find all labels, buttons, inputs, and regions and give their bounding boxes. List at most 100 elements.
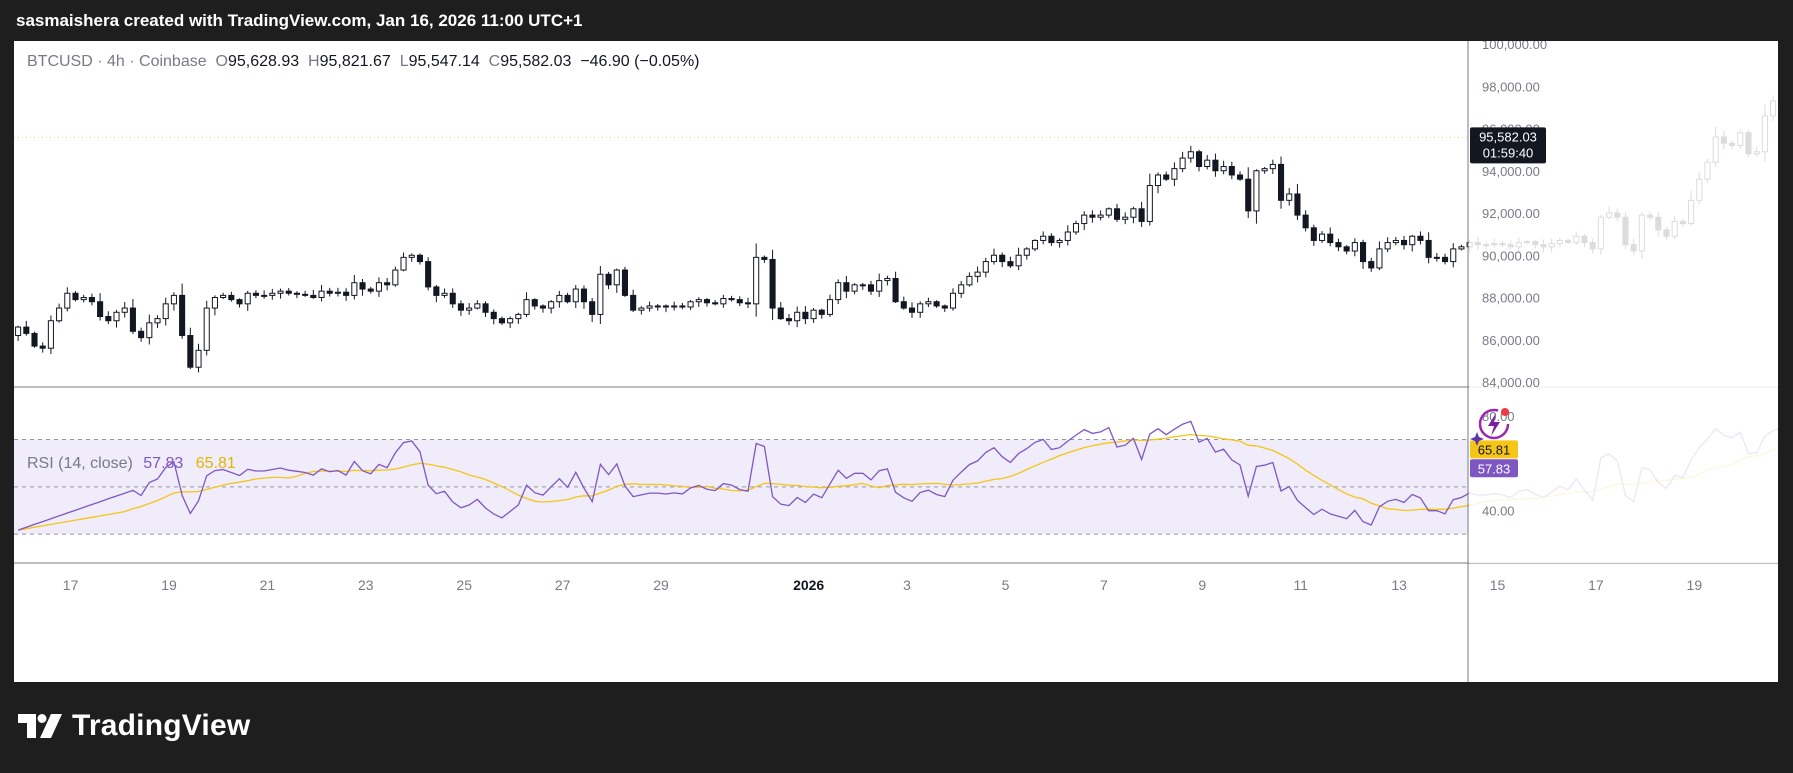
- candle: [113, 309, 120, 328]
- candle-body-up: [949, 292, 957, 309]
- candle-body-down: [539, 305, 546, 309]
- candle: [449, 288, 456, 308]
- candle-body-down: [1417, 235, 1424, 241]
- candle: [1433, 253, 1440, 262]
- candle: [933, 300, 940, 308]
- candle: [1072, 220, 1080, 235]
- candle-body-down: [482, 303, 489, 313]
- low-value: 95,547.14: [408, 53, 480, 70]
- candle: [679, 302, 686, 310]
- candle: [351, 274, 358, 300]
- candle-body-up: [597, 273, 604, 315]
- candle: [146, 314, 153, 345]
- candle-body-up: [1081, 214, 1088, 225]
- time-axis-tick: 2026: [793, 577, 824, 593]
- candle-body-down: [1113, 208, 1121, 220]
- candle: [1458, 244, 1465, 251]
- candle: [1310, 224, 1317, 246]
- candle-body-up: [884, 277, 891, 282]
- symbol-label[interactable]: BTCUSD · 4h · Coinbase: [27, 53, 207, 70]
- candle-body-down: [908, 307, 916, 313]
- close-label: C: [488, 53, 501, 70]
- candle: [851, 283, 858, 295]
- candle: [285, 288, 292, 296]
- candle: [712, 299, 719, 306]
- chart-frame[interactable]: 84,000.00 86,000.00 88,000.00 90,000.00 92,0…: [14, 41, 1778, 682]
- candle-body-up: [121, 307, 128, 313]
- candle-body-up: [1023, 248, 1030, 256]
- candle: [72, 291, 79, 302]
- candle-body-up: [851, 284, 858, 292]
- candle-body-down: [433, 286, 440, 296]
- candle-body-down: [785, 318, 793, 322]
- candle-body-down: [1368, 261, 1375, 269]
- candle-body-down: [744, 302, 752, 305]
- candle: [187, 327, 194, 370]
- candle: [56, 303, 63, 323]
- candle-body-down: [384, 282, 391, 286]
- chart-canvas[interactable]: 84,000.00 86,000.00 88,000.00 90,000.00 92,0…: [14, 41, 1778, 682]
- candle-body-up: [695, 299, 702, 303]
- candle-body-up: [441, 292, 448, 296]
- candle: [1015, 247, 1022, 271]
- candle-body-down: [72, 292, 79, 301]
- candle: [1097, 210, 1104, 221]
- candle-body-down: [1335, 242, 1342, 248]
- candle: [589, 297, 596, 323]
- candle-body-up: [261, 294, 268, 297]
- candle: [539, 304, 546, 313]
- candle-body-down: [1294, 193, 1301, 216]
- brand-logo: TradingView: [18, 709, 250, 743]
- candle: [64, 287, 71, 312]
- candle-body-up: [269, 292, 276, 296]
- candle: [80, 294, 87, 303]
- candle-body-up: [1376, 248, 1383, 269]
- candle: [736, 296, 743, 307]
- candle: [261, 290, 268, 299]
- candle: [1245, 167, 1252, 218]
- candle: [761, 255, 768, 263]
- candle: [613, 268, 620, 293]
- price-axis-tick: 90,000.00: [1482, 248, 1540, 263]
- candle: [1409, 234, 1416, 252]
- candle: [818, 308, 825, 319]
- candle: [777, 302, 784, 321]
- candle: [310, 289, 317, 299]
- time-axis-tick: 17: [63, 577, 79, 593]
- candle: [1236, 171, 1244, 181]
- candle-body-down: [769, 258, 776, 309]
- candle-body-down: [179, 294, 186, 337]
- candle-body-down: [1310, 227, 1317, 241]
- candle-body-up: [925, 301, 932, 305]
- candle: [1261, 167, 1268, 174]
- candle-body-up: [375, 282, 382, 292]
- candle-body-down: [1163, 174, 1170, 180]
- candle-body-down: [630, 294, 637, 311]
- candle-body-up: [613, 269, 620, 286]
- candle: [1081, 211, 1088, 231]
- rsi-legend[interactable]: RSI (14, close) 57.83 65.81: [27, 455, 236, 473]
- candle: [900, 296, 907, 310]
- candle-body-down: [1327, 233, 1334, 244]
- candle-body-down: [941, 305, 948, 309]
- candle-body-down: [1400, 239, 1408, 246]
- candle-body-up: [56, 307, 63, 322]
- candle: [170, 292, 177, 311]
- candle-body-up: [1179, 157, 1186, 170]
- candle-body-down: [39, 345, 46, 349]
- rsi-ma-badge-bg: [1470, 440, 1518, 459]
- candle-body-up: [1351, 242, 1358, 252]
- candle: [1163, 171, 1170, 182]
- candle: [630, 289, 637, 313]
- candle: [1031, 239, 1039, 252]
- ai-spark-icon[interactable]: [1469, 402, 1513, 446]
- candle-body-down: [818, 309, 825, 315]
- candle: [1318, 231, 1326, 243]
- candle: [1335, 238, 1342, 252]
- candle: [958, 280, 965, 298]
- candle-body-up: [794, 311, 801, 322]
- candle-body-up: [1130, 208, 1137, 218]
- candle-body-down: [252, 292, 259, 296]
- candle-body-down: [933, 301, 940, 307]
- candle-body-up: [1171, 168, 1178, 180]
